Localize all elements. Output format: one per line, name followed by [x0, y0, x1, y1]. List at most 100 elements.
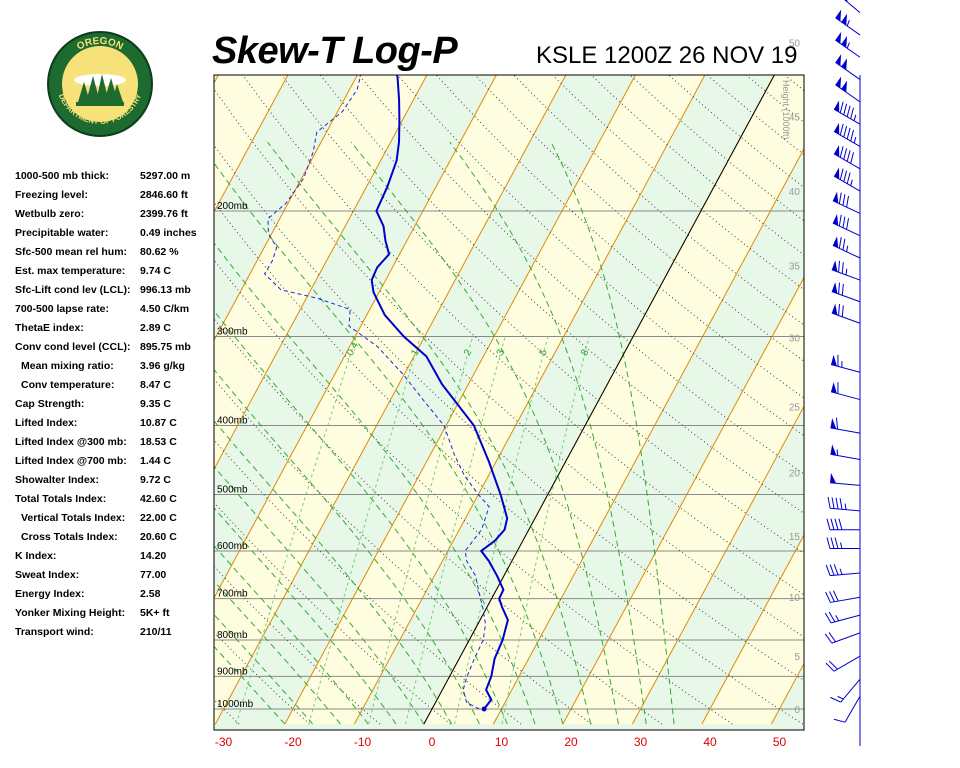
isotherm-band [423, 75, 804, 725]
stat-label: Est. max temperature: [15, 265, 126, 277]
pressure-label: 600mb [217, 541, 248, 552]
wind-barb [826, 537, 860, 549]
isotherm-band [0, 0, 70, 724]
pressure-label: 1000mb [217, 699, 254, 710]
wind-barb [831, 260, 861, 281]
mixing-ratio-line [501, 336, 590, 725]
stat-value: 2.89 C [140, 322, 171, 334]
stat-label: Lifted Index @300 mb: [15, 436, 127, 448]
stat-label: Cross Totals Index: [21, 531, 118, 543]
height-tick-label: 10 [789, 593, 801, 604]
stat-label: ThetaE index: [15, 322, 84, 334]
stat-value: 2846.60 ft [140, 189, 188, 201]
pressure-label: 300mb [217, 326, 248, 337]
stat-value: 4.50 C/km [140, 303, 190, 315]
height-tick-label: 40 [789, 187, 801, 198]
stat-value: 895.75 mb [140, 341, 191, 353]
surface-point [481, 706, 487, 712]
wind-barb [830, 678, 861, 703]
stat-row: Yonker Mixing Height: 5K+ ft [15, 607, 215, 626]
mixing-ratio-label: 1 [409, 347, 422, 357]
wind-barb [835, 31, 861, 58]
temperature-profile [370, 75, 509, 710]
wind-barb [833, 122, 861, 147]
stat-row: Showalter Index: 9.72 C [15, 474, 215, 493]
wind-barb [832, 236, 861, 259]
stat-value: 20.60 C [140, 531, 177, 543]
moist-adiabat [214, 545, 369, 725]
stat-row: Precipitable water: 0.49 inches [15, 227, 215, 246]
wind-barb [825, 564, 861, 577]
wind-barb [831, 282, 861, 303]
stat-row: Sfc-Lift cond lev (LCL): 996.13 mb [15, 284, 215, 303]
moist-adiabat [214, 242, 536, 725]
isotherm-line [562, 276, 804, 725]
stat-label: K Index: [15, 550, 57, 562]
wind-barb [825, 655, 861, 672]
dry-adiabat [214, 439, 522, 725]
wind-barb [833, 100, 861, 125]
isotherm-line [492, 147, 804, 725]
plot-area: 0.4 1 2 3 5 8 [0, 0, 804, 730]
wind-barb [824, 632, 861, 644]
isotherm-line [0, 0, 209, 724]
wind-barb [832, 191, 861, 214]
stat-label: 1000-500 mb thick: [15, 170, 109, 182]
isotherm-band [0, 0, 209, 724]
moist-adiabat [214, 368, 480, 725]
stat-label: Sweat Index: [15, 569, 80, 581]
stat-label: Total Totals Index: [15, 493, 107, 505]
dry-adiabat [358, 75, 804, 475]
isotherm-line [214, 75, 289, 213]
mixing-ratio-line [454, 336, 549, 725]
dry-adiabat [214, 144, 804, 681]
x-tick-label: -10 [354, 735, 372, 749]
wind-barb [832, 213, 861, 237]
stat-row: ThetaE index: 2.89 C [15, 322, 215, 341]
pressure-label: 200mb [217, 201, 248, 212]
wind-barb [824, 611, 861, 624]
stat-label: Sfc-500 mean rel hum: [15, 246, 128, 258]
stat-label: Wetbulb zero: [15, 208, 85, 220]
pressure-label: 700mb [217, 589, 248, 600]
pressure-label: 900mb [217, 666, 248, 677]
stat-value: 8.47 C [140, 379, 171, 391]
pressure-label: 400mb [217, 415, 248, 426]
x-tick-label: 20 [564, 735, 578, 749]
dry-adiabat [435, 75, 804, 399]
mixing-ratio-label: 3 [495, 347, 508, 357]
height-axis-label: Height (1000ft) [781, 80, 791, 140]
x-tick-label: 10 [495, 735, 509, 749]
stat-row: Cross Totals Index: 20.60 C [15, 531, 215, 550]
wind-barb [830, 472, 861, 486]
station-time: KSLE 1200Z 26 NOV 19 [536, 42, 798, 69]
wind-barb [835, 54, 861, 80]
plot-frame [213, 74, 805, 731]
oregon-forestry-logo: OREGON DEPARTMENT OF FORESTRY [47, 31, 153, 137]
stat-row: Conv temperature: 8.47 C [15, 379, 215, 398]
height-tick-label: 45 [789, 113, 801, 124]
wind-barb [835, 9, 861, 36]
height-tick-label: 30 [789, 333, 801, 344]
dry-adiabat [214, 698, 240, 725]
stat-row: Sfc-500 mean rel hum: 80.62 % [15, 246, 215, 265]
logo-top-text: OREGON [75, 36, 125, 53]
mixing-ratio-line [368, 336, 474, 725]
wind-barb [830, 382, 861, 401]
stat-value: 2.58 [140, 588, 161, 600]
stat-row: Mean mixing ratio: 3.96 g/kg [15, 360, 215, 379]
stat-row: Total Totals Index: 42.60 C [15, 493, 215, 512]
stat-row: 1000-500 mb thick: 5297.00 m [15, 170, 215, 189]
stat-value: 996.13 mb [140, 284, 191, 296]
stat-row: Transport wind: 210/11 [15, 626, 215, 645]
stat-label: Freezing level: [15, 189, 88, 201]
wind-barb [827, 497, 861, 512]
isotherm-line [701, 533, 804, 725]
isotherm-line [0, 0, 139, 724]
mixing-ratio-line [405, 336, 506, 725]
isotherm-line [214, 75, 358, 342]
zero-isotherm [423, 75, 775, 725]
moist-adiabat [449, 141, 647, 725]
stat-label: Lifted Index @700 mb: [15, 455, 127, 467]
dry-adiabat [214, 201, 804, 725]
